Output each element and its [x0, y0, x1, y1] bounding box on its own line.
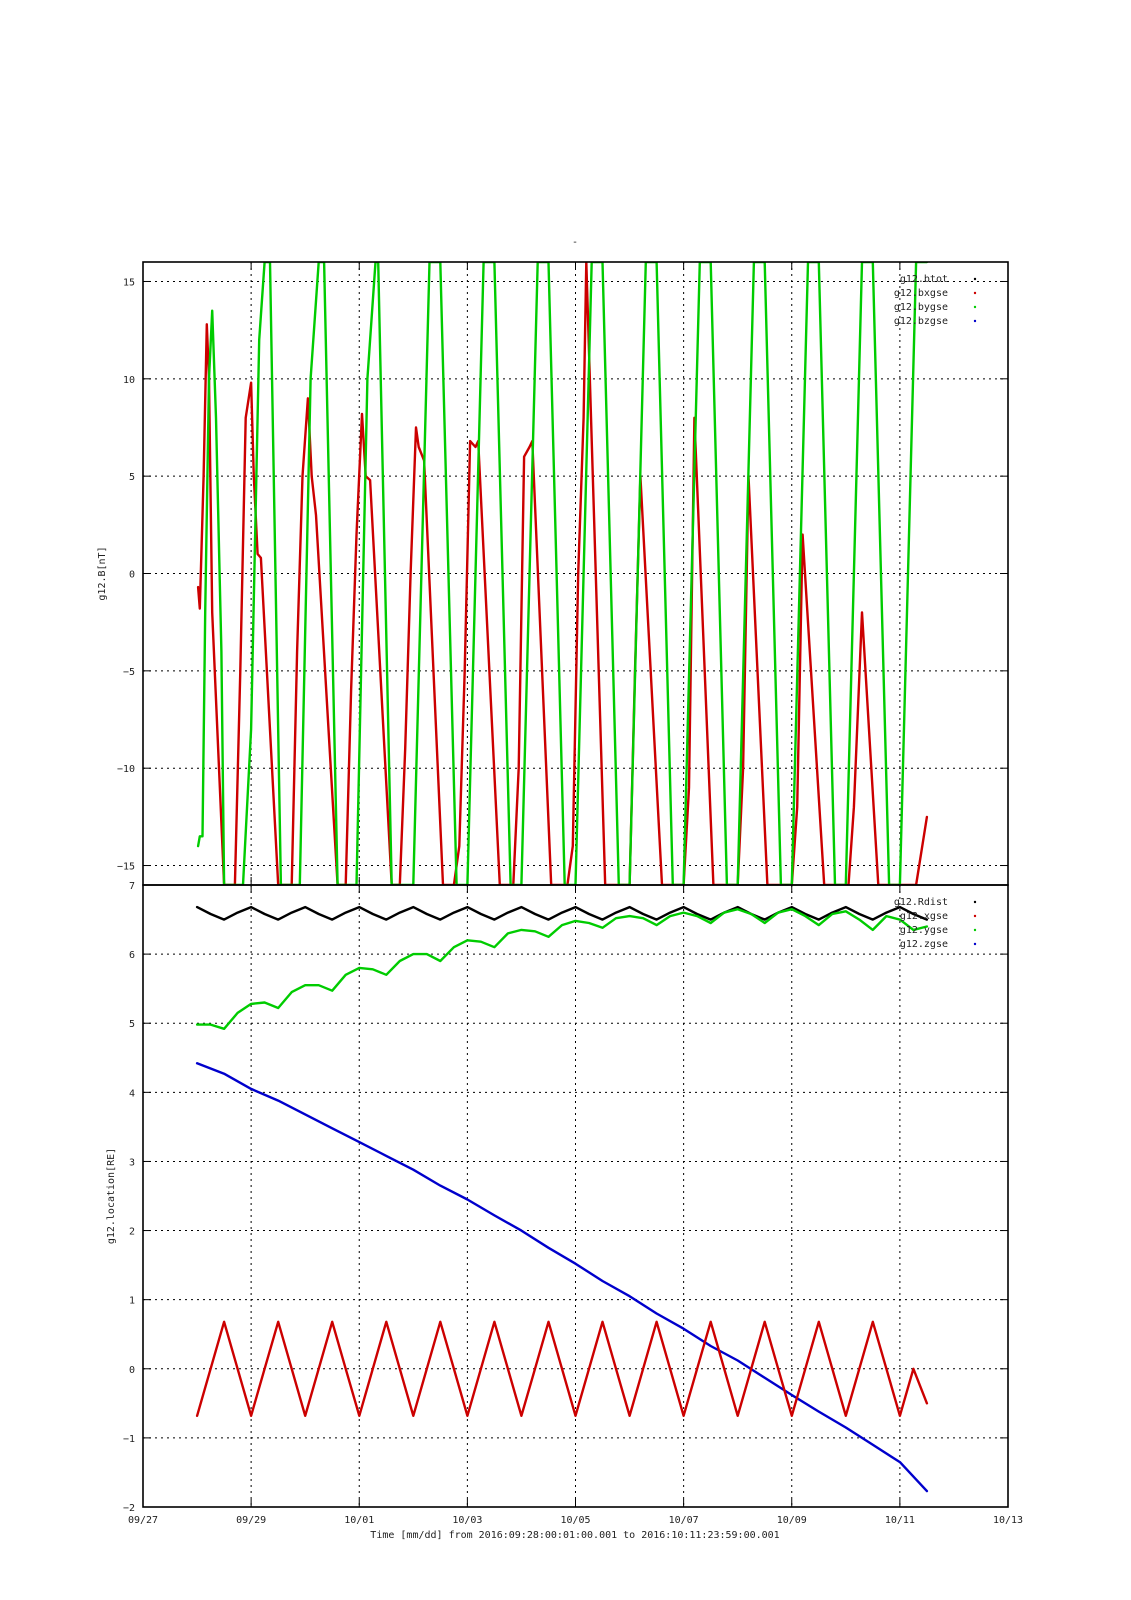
figure-title: - [572, 237, 578, 248]
y-tick-label: 10 [123, 375, 135, 386]
y-tick-label: 7 [129, 881, 135, 892]
legend-label: g12.bzgse [894, 316, 948, 327]
legend-marker [973, 319, 977, 323]
y-tick-label: −5 [123, 667, 135, 678]
series-line-g12-bxgse [196, 262, 929, 885]
x-axis-label: Time [mm/dd] from 2016:09:28:00:01:00.00… [370, 1530, 779, 1541]
legend-label: g12.xgse [900, 911, 948, 922]
y-tick-label: 15 [123, 277, 135, 288]
y-tick-label: 4 [129, 1088, 135, 1099]
y-tick-label: −10 [117, 764, 135, 775]
x-tick-label: 10/03 [452, 1515, 482, 1526]
legend-label: g12.btot [900, 274, 948, 285]
y-axis-label: g12.location[RE] [106, 1148, 117, 1244]
location-panel: −2 −1 0 1 2 3 4 5 6 7 09/27 09/29 10/01 10/03 10/05 10/… [106, 881, 1023, 1526]
y-tick-label: 5 [129, 1019, 135, 1030]
y-tick-label: 1 [129, 1296, 135, 1307]
magnetic-field-panel: −15 −10 −5 0 5 10 15 g12.B[nT] g12.btot g12.bxgse… [97, 261, 1009, 886]
x-tick-label: 10/07 [669, 1515, 699, 1526]
y-tick-label: 2 [129, 1227, 135, 1238]
y-tick-label: 5 [129, 472, 135, 483]
y-tick-label: −2 [123, 1503, 135, 1514]
legend-marker [973, 900, 977, 904]
y-tick-label: −1 [123, 1434, 135, 1445]
x-tick-label: 10/05 [560, 1515, 590, 1526]
y-tick-label: −15 [117, 862, 135, 873]
series-line-g12-bygse [196, 262, 929, 885]
series-line-g12-ygse [195, 908, 929, 1030]
legend-marker [973, 942, 977, 946]
x-tick-label: 10/01 [344, 1515, 374, 1526]
legend-label: g12.ygse [900, 925, 948, 936]
plot-frame [142, 884, 1009, 1508]
legend-label: g12.bxgse [894, 288, 948, 299]
series-line-g12-xgse [195, 1320, 929, 1417]
x-tick-label: 09/27 [128, 1515, 158, 1526]
y-tick-label: 6 [129, 950, 135, 961]
legend-marker [973, 291, 977, 295]
y-axis-label: g12.B[nT] [97, 546, 108, 600]
legend-marker [973, 305, 977, 309]
legend-label: g12.bygse [894, 302, 948, 313]
legend-label: g12.zgse [900, 939, 948, 950]
y-tick-label: 3 [129, 1157, 135, 1168]
x-tick-label: 10/09 [777, 1515, 807, 1526]
x-tick-label: 10/13 [993, 1515, 1023, 1526]
x-tick-label: 10/11 [885, 1515, 915, 1526]
y-tick-label: 0 [129, 1365, 135, 1376]
y-tick-label: 0 [129, 570, 135, 581]
series-line-g12-zgse [195, 1062, 929, 1493]
legend-marker [973, 928, 977, 932]
legend-marker [973, 914, 977, 918]
legend-marker [973, 277, 977, 281]
x-tick-label: 09/29 [236, 1515, 266, 1526]
series-line-g12-Rdist [195, 905, 929, 921]
legend-label: g12.Rdist [894, 897, 948, 908]
